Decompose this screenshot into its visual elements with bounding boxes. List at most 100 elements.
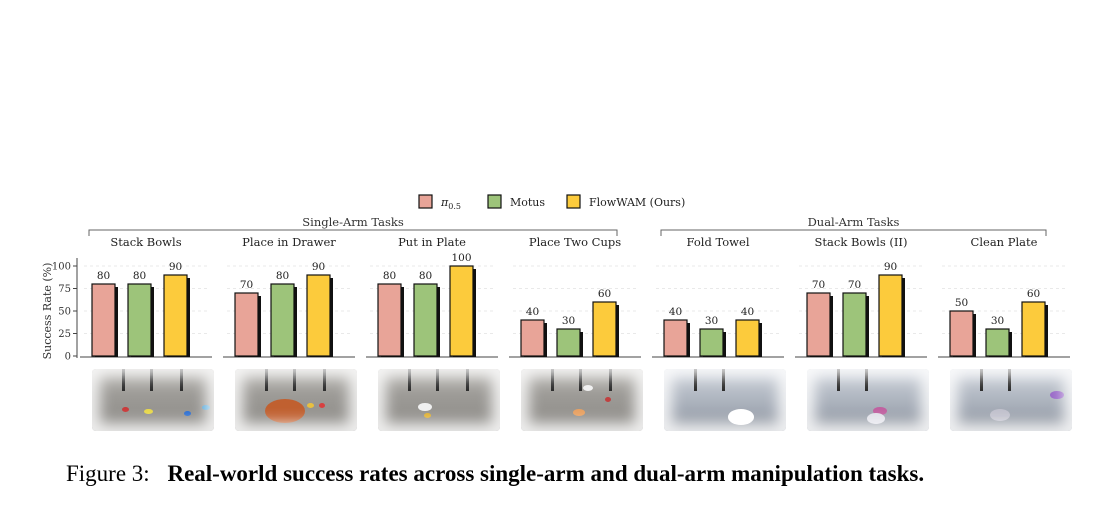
robot-arm (722, 369, 725, 391)
bar (1021, 301, 1046, 357)
caption-text: Real-world success rates across single-a… (167, 461, 925, 486)
panel-title: Stack Bowls (II) (815, 235, 908, 249)
y-axis-label: Success Rate (%) (41, 263, 54, 360)
task-photo (521, 369, 643, 431)
task-photo (378, 369, 500, 431)
bar-value-label: 70 (812, 279, 825, 291)
task-photo (664, 369, 786, 431)
panel-title: Clean Plate (971, 235, 1038, 249)
bar-value-label: 40 (669, 306, 682, 318)
bar (91, 283, 116, 357)
photo-vignette (521, 369, 643, 431)
bar-value-label: 80 (383, 270, 396, 282)
group-bracket (660, 229, 1047, 236)
scene-object (728, 409, 754, 425)
scene-object (424, 413, 431, 418)
group-label: Single-Arm Tasks (302, 215, 404, 229)
bar (663, 319, 688, 357)
bar-value-label: 30 (562, 315, 575, 327)
success-rate-chart: π0.5 Motus FlowWAM (Ours) Single-Arm Tasks D… (41, 194, 1070, 363)
scene-object (122, 407, 129, 412)
robot-arm (837, 369, 840, 391)
robot-arm (1008, 369, 1011, 391)
y-tick-label: 25 (58, 329, 71, 340)
bar-value-label: 70 (848, 279, 861, 291)
bar-value-label: 40 (741, 306, 754, 318)
scene-object (867, 413, 885, 424)
bar-value-label: 80 (97, 270, 110, 282)
panel-title: Place Two Cups (529, 235, 621, 249)
robot-arm (265, 369, 268, 391)
scene-object (605, 397, 611, 402)
photo-vignette (807, 369, 929, 431)
robot-arm (323, 369, 326, 391)
robot-arm (436, 369, 439, 391)
robot-arm (293, 369, 296, 391)
bar-value-label: 80 (276, 270, 289, 282)
scene-object (319, 403, 325, 408)
bar (413, 283, 438, 357)
group-bracket (88, 229, 618, 236)
bar (985, 328, 1010, 357)
bar-value-label: 30 (991, 315, 1004, 327)
bar (127, 283, 152, 357)
scene-object (990, 409, 1010, 421)
bar-value-label: 80 (419, 270, 432, 282)
bar-value-label: 90 (884, 261, 897, 273)
robot-arm (551, 369, 554, 391)
bar-value-label: 100 (451, 252, 471, 264)
scene-object (1050, 391, 1064, 400)
scene-object (144, 409, 153, 415)
bar-value-label: 40 (526, 306, 539, 318)
scene-object (307, 403, 314, 408)
bar-value-label: 50 (955, 297, 968, 309)
photo-vignette (664, 369, 786, 431)
scene-object (573, 409, 585, 417)
scene-object (202, 405, 210, 410)
scene-object (873, 407, 887, 416)
scene-object (418, 403, 432, 412)
y-tick-label: 100 (52, 262, 71, 273)
panel-title: Stack Bowls (110, 235, 181, 249)
bar (735, 319, 760, 357)
photo-vignette (235, 369, 357, 431)
panel-title: Fold Towel (687, 235, 750, 249)
bar-value-label: 60 (598, 288, 611, 300)
bar-value-label: 60 (1027, 288, 1040, 300)
bar (234, 292, 259, 357)
bar (377, 283, 402, 357)
bar (556, 328, 581, 357)
scene-object (583, 385, 593, 391)
scene-object (265, 399, 305, 423)
robot-arm (980, 369, 983, 391)
bar-value-label: 30 (705, 315, 718, 327)
bar (842, 292, 867, 357)
robot-arm (694, 369, 697, 391)
robot-arm (579, 369, 582, 391)
bar (270, 283, 295, 357)
bar (878, 274, 903, 357)
bar (306, 274, 331, 357)
bar (449, 265, 474, 357)
bar-value-label: 90 (312, 261, 325, 273)
task-photo (807, 369, 929, 431)
bar-value-label: 90 (169, 261, 182, 273)
photo-vignette (950, 369, 1072, 431)
photo-vignette (92, 369, 214, 431)
panel-title: Put in Plate (398, 235, 466, 249)
figure-caption: Figure 3: Real-world success rates acros… (66, 461, 1076, 487)
legend-swatch (487, 194, 502, 209)
bar-value-label: 80 (133, 270, 146, 282)
robot-arm (609, 369, 612, 391)
robot-arm (408, 369, 411, 391)
group-label: Dual-Arm Tasks (808, 215, 900, 229)
robot-arm (180, 369, 183, 391)
y-tick-label: 75 (58, 284, 71, 295)
photo-vignette (378, 369, 500, 431)
legend-label: π0.5 (440, 196, 461, 211)
y-tick-label: 0 (65, 352, 71, 363)
robot-arm (466, 369, 469, 391)
bar-value-label: 70 (240, 279, 253, 291)
robot-arm (150, 369, 153, 391)
bar (949, 310, 974, 357)
